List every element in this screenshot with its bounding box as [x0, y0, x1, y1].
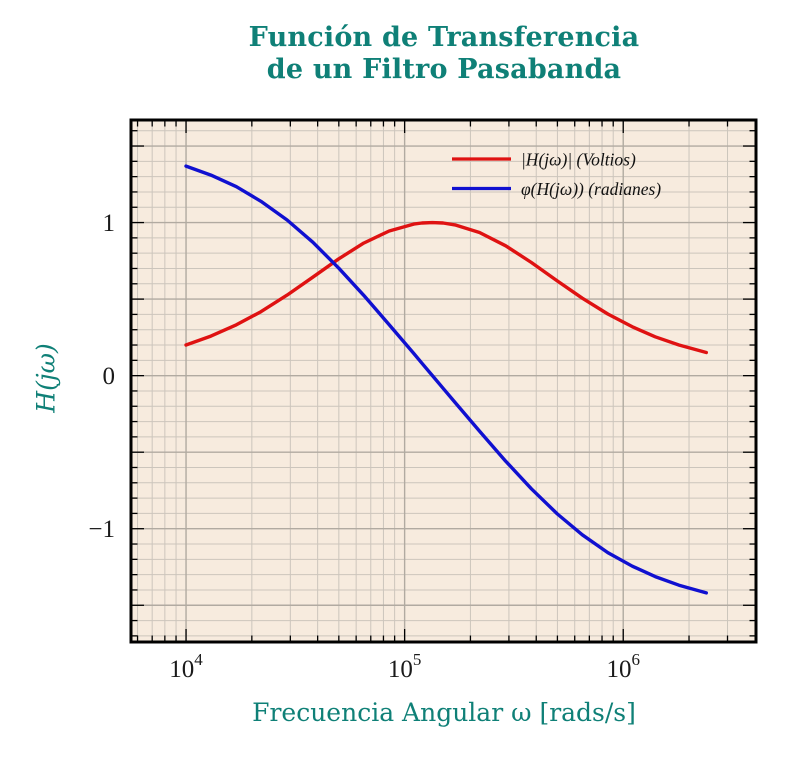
plot-area [131, 120, 756, 642]
axes-frame [129, 118, 758, 644]
phase-curve [184, 164, 708, 595]
magnitude-curve [184, 220, 708, 355]
x-tick-label: 105 [388, 650, 422, 683]
y-tick-label: 0 [103, 363, 116, 390]
chart-title-line2: de un Filtro Pasabanda [266, 54, 622, 85]
grid [131, 120, 756, 642]
phase-legend-label: φ(H(jω)) (radianes) [521, 179, 661, 199]
chart-title-line1: Función de Transferencia [248, 22, 640, 53]
y-axis-label: H(jω) [31, 343, 61, 413]
magnitude-legend-label: |H(jω)| (Voltios) [521, 150, 636, 170]
x-tick-label: 104 [169, 650, 203, 683]
legend: |H(jω)| (Voltios) φ(H(jω)) (radianes) [452, 150, 661, 199]
x-tick-labels: 104 105 106 [169, 650, 640, 683]
y-tick-label: 1 [103, 210, 116, 237]
series-lines [184, 164, 708, 595]
y-tick-labels: 1 0 −1 [88, 210, 115, 543]
y-tick-label: −1 [88, 516, 115, 543]
chart-title: Función de Transferencia de un Filtro Pa… [131, 22, 757, 86]
x-tick-label: 106 [606, 650, 640, 683]
x-axis-label: Frecuencia Angular ω [rads/s] [252, 698, 636, 727]
